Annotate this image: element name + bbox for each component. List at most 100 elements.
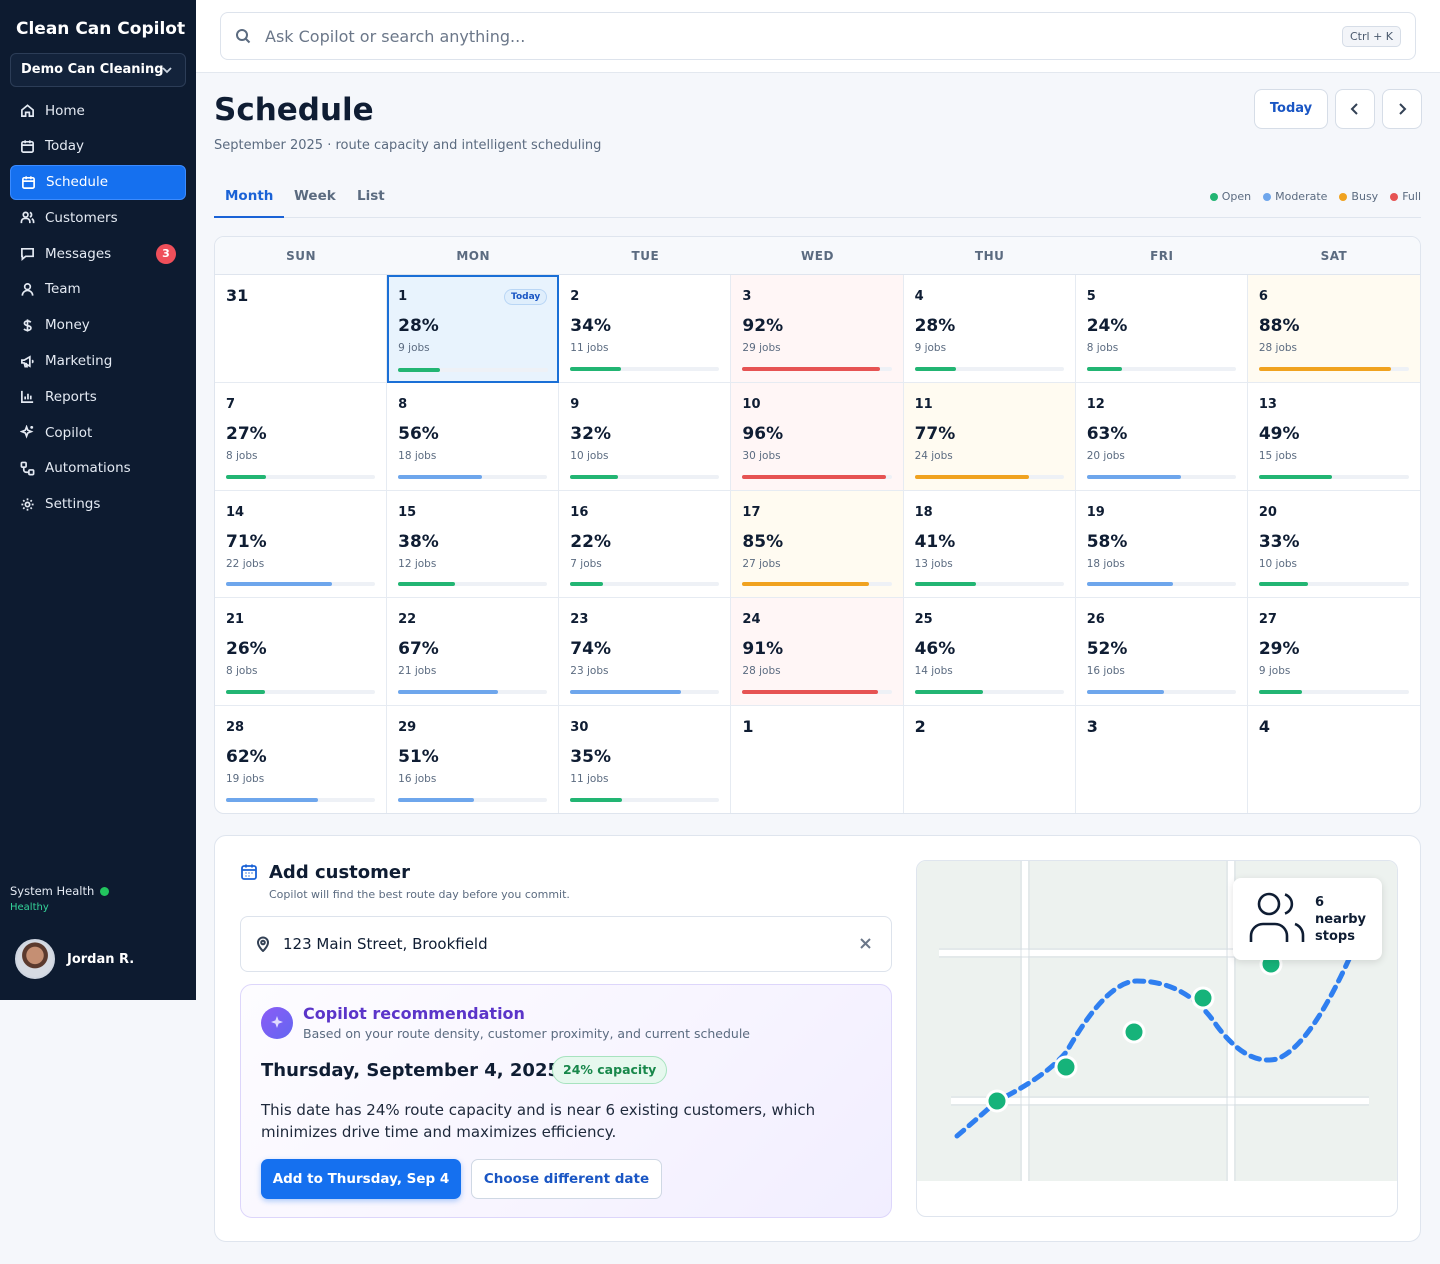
- calendar-day[interactable]: 8 56% 18 jobs: [387, 382, 560, 491]
- day-number: 27: [1258, 612, 1277, 628]
- calendar-day[interactable]: 30 35% 11 jobs: [559, 706, 732, 813]
- capacity-percent: 58%: [1086, 531, 1128, 552]
- day-number: 30: [570, 720, 589, 736]
- add-to-date-button[interactable]: Add to Thursday, Sep 4: [261, 1159, 461, 1199]
- next-month-button[interactable]: [1382, 89, 1422, 129]
- job-count: 18 jobs: [1086, 557, 1125, 570]
- choose-different-date-button[interactable]: Choose different date: [471, 1159, 662, 1199]
- sidebar-item-schedule[interactable]: Schedule: [10, 164, 186, 200]
- route-line: [954, 938, 1360, 1139]
- calendar-day[interactable]: 27 29% 9 jobs: [1247, 598, 1420, 707]
- day-number: 17: [742, 504, 761, 520]
- calendar-day[interactable]: 1: [731, 706, 904, 813]
- calendar-day[interactable]: 16 22% 7 jobs: [559, 490, 732, 599]
- capacity-percent: 91%: [742, 639, 784, 660]
- calendar-day[interactable]: 23 74% 23 jobs: [559, 598, 732, 707]
- calendar-day[interactable]: 17 85% 27 jobs: [731, 490, 904, 599]
- previous-month-button[interactable]: [1335, 89, 1375, 129]
- clear-address-button[interactable]: [858, 936, 873, 951]
- sidebar-item-copilot[interactable]: Copilot: [10, 415, 186, 450]
- system-health: System Health Healthy: [10, 884, 110, 913]
- capacity-bar: [398, 582, 548, 587]
- day-number: 6: [1258, 289, 1268, 304]
- calendar-day[interactable]: 21 26% 8 jobs: [215, 598, 388, 707]
- health-status-dot: [100, 887, 110, 896]
- route-stop[interactable]: [1191, 986, 1215, 1010]
- day-number: 9: [570, 396, 580, 412]
- job-count: 9 jobs: [914, 342, 947, 354]
- capacity-percent: 22%: [570, 531, 611, 552]
- sidebar-item-reports[interactable]: Reports: [10, 379, 186, 414]
- sidebar-item-customers[interactable]: Customers: [10, 200, 186, 235]
- job-count: 8 jobs: [1086, 342, 1119, 354]
- calendar-day[interactable]: 1 Today 28% 9 jobs: [387, 275, 560, 383]
- calendar-day[interactable]: 7 27% 8 jobs: [215, 382, 388, 491]
- capacity-bar-fill: [914, 690, 984, 695]
- copilot-recommendation: Copilot recommendation Based on your rou…: [240, 984, 892, 1218]
- tab-month[interactable]: Month: [214, 180, 285, 218]
- capacity-bar: [398, 474, 548, 479]
- workspace-selector[interactable]: Demo Can Cleaning: [10, 53, 186, 87]
- sidebar-item-automations[interactable]: Automations: [10, 451, 186, 486]
- calendar-day[interactable]: 24 91% 28 jobs: [731, 598, 904, 707]
- calendar-day[interactable]: 28 62% 19 jobs: [215, 706, 388, 813]
- calendar-day[interactable]: 11 77% 24 jobs: [903, 382, 1076, 491]
- calendar-day[interactable]: 9 32% 10 jobs: [559, 382, 732, 491]
- calendar-day[interactable]: 19 58% 18 jobs: [1075, 490, 1248, 599]
- calendar-day[interactable]: 2 34% 11 jobs: [559, 275, 732, 383]
- calendar-day[interactable]: 10 96% 30 jobs: [731, 382, 904, 491]
- search-input[interactable]: Ask Copilot or search anything... Ctrl +…: [220, 12, 1416, 60]
- address-input[interactable]: 123 Main Street, Brookfield: [240, 916, 892, 972]
- calendar-day[interactable]: 3 92% 29 jobs: [731, 275, 904, 383]
- calendar-day[interactable]: 4: [1247, 706, 1420, 813]
- capacity-bar-fill: [570, 797, 623, 802]
- route-stop[interactable]: [985, 1089, 1009, 1113]
- day-number: 15: [398, 504, 417, 520]
- tab-week[interactable]: Week: [294, 188, 336, 204]
- sidebar-item-money[interactable]: Money: [10, 308, 186, 343]
- sidebar-item-today[interactable]: Today: [10, 129, 186, 164]
- route-map[interactable]: 6 nearby stops: [916, 860, 1398, 1217]
- capacity-bar-fill: [570, 690, 681, 695]
- add-customer-card: Add customer Copilot will find the best …: [214, 835, 1421, 1242]
- calendar-day[interactable]: 26 52% 16 jobs: [1075, 598, 1248, 707]
- day-number: 12: [1086, 396, 1105, 412]
- capacity-percent: 28%: [398, 316, 439, 336]
- calendar-day[interactable]: 22 67% 21 jobs: [387, 598, 560, 707]
- legend-dot: [1390, 192, 1399, 201]
- sidebar: Clean Can Copilot Demo Can Cleaning Home…: [0, 0, 196, 1000]
- map-pin-icon: [256, 936, 270, 952]
- job-count: 30 jobs: [742, 449, 781, 462]
- legend-label: Open: [1221, 190, 1252, 203]
- day-number: 26: [1086, 612, 1105, 628]
- sidebar-item-messages[interactable]: Messages 3: [10, 236, 186, 271]
- calendar-day[interactable]: 20 33% 10 jobs: [1247, 491, 1420, 599]
- sidebar-item-home[interactable]: Home: [10, 93, 186, 128]
- calendar-day[interactable]: 2: [903, 706, 1076, 813]
- route-stop[interactable]: [1054, 1055, 1078, 1079]
- capacity-bar: [398, 367, 549, 372]
- calendar-day[interactable]: 15 38% 12 jobs: [387, 490, 560, 599]
- calendar-day[interactable]: 25 46% 14 jobs: [903, 598, 1076, 707]
- user-profile[interactable]: Jordan R.: [15, 939, 134, 979]
- sidebar-item-marketing[interactable]: Marketing: [10, 344, 186, 379]
- calendar-day[interactable]: 13 49% 15 jobs: [1247, 383, 1420, 491]
- calendar-day[interactable]: 29 51% 16 jobs: [387, 706, 560, 813]
- calendar-day[interactable]: 6 88% 28 jobs: [1247, 275, 1420, 383]
- capacity-percent: 38%: [398, 531, 439, 552]
- calendar-day[interactable]: 3: [1075, 706, 1248, 813]
- capacity-bar: [570, 582, 720, 587]
- sidebar-item-team[interactable]: Team: [10, 272, 186, 307]
- calendar-day[interactable]: 31: [215, 275, 388, 383]
- calendar-day[interactable]: 14 71% 22 jobs: [215, 490, 388, 599]
- tab-list[interactable]: List: [357, 188, 385, 204]
- calendar-day[interactable]: 18 41% 13 jobs: [903, 490, 1076, 599]
- users-icon: [20, 211, 35, 224]
- calendar-day[interactable]: 4 28% 9 jobs: [903, 275, 1076, 383]
- calendar-day[interactable]: 5 24% 8 jobs: [1075, 275, 1248, 383]
- route-stop[interactable]: [1122, 1020, 1146, 1044]
- today-button[interactable]: Today: [1254, 89, 1328, 129]
- sidebar-item-settings[interactable]: Settings: [10, 487, 186, 522]
- calendar-day[interactable]: 12 63% 20 jobs: [1075, 382, 1248, 491]
- capacity-percent: 67%: [398, 639, 439, 660]
